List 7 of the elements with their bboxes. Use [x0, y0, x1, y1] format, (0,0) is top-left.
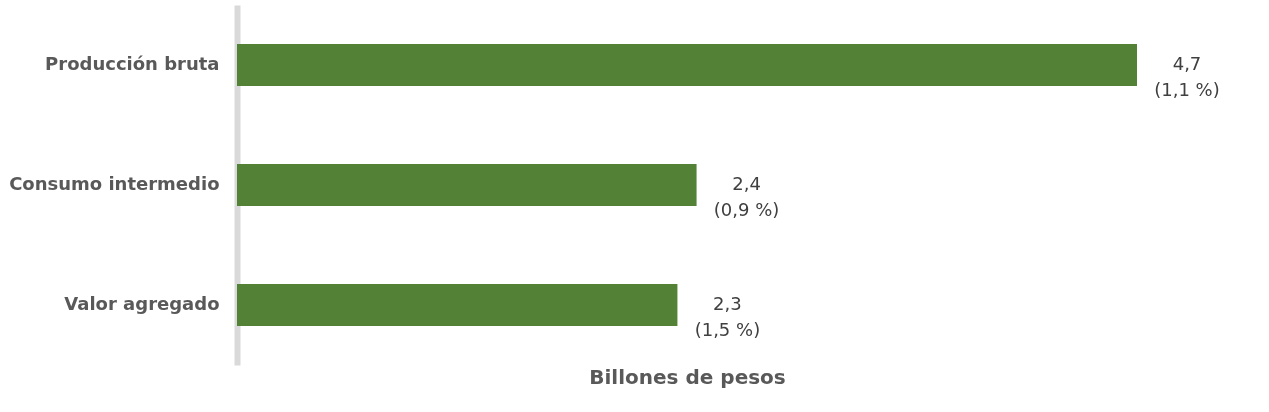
y-tick-label: Valor agregado: [64, 293, 220, 314]
x-axis-title: Billones de pesos: [589, 364, 786, 389]
data-label: 4,7 (1,1 %): [1154, 53, 1220, 100]
data-label: 2,4 (0,9 %): [713, 173, 780, 220]
y-tick-label: Producción bruta: [45, 53, 220, 74]
y-tick-label: Consumo intermedio: [9, 173, 220, 194]
data-label: 2,3 (1,5 %): [694, 293, 761, 340]
